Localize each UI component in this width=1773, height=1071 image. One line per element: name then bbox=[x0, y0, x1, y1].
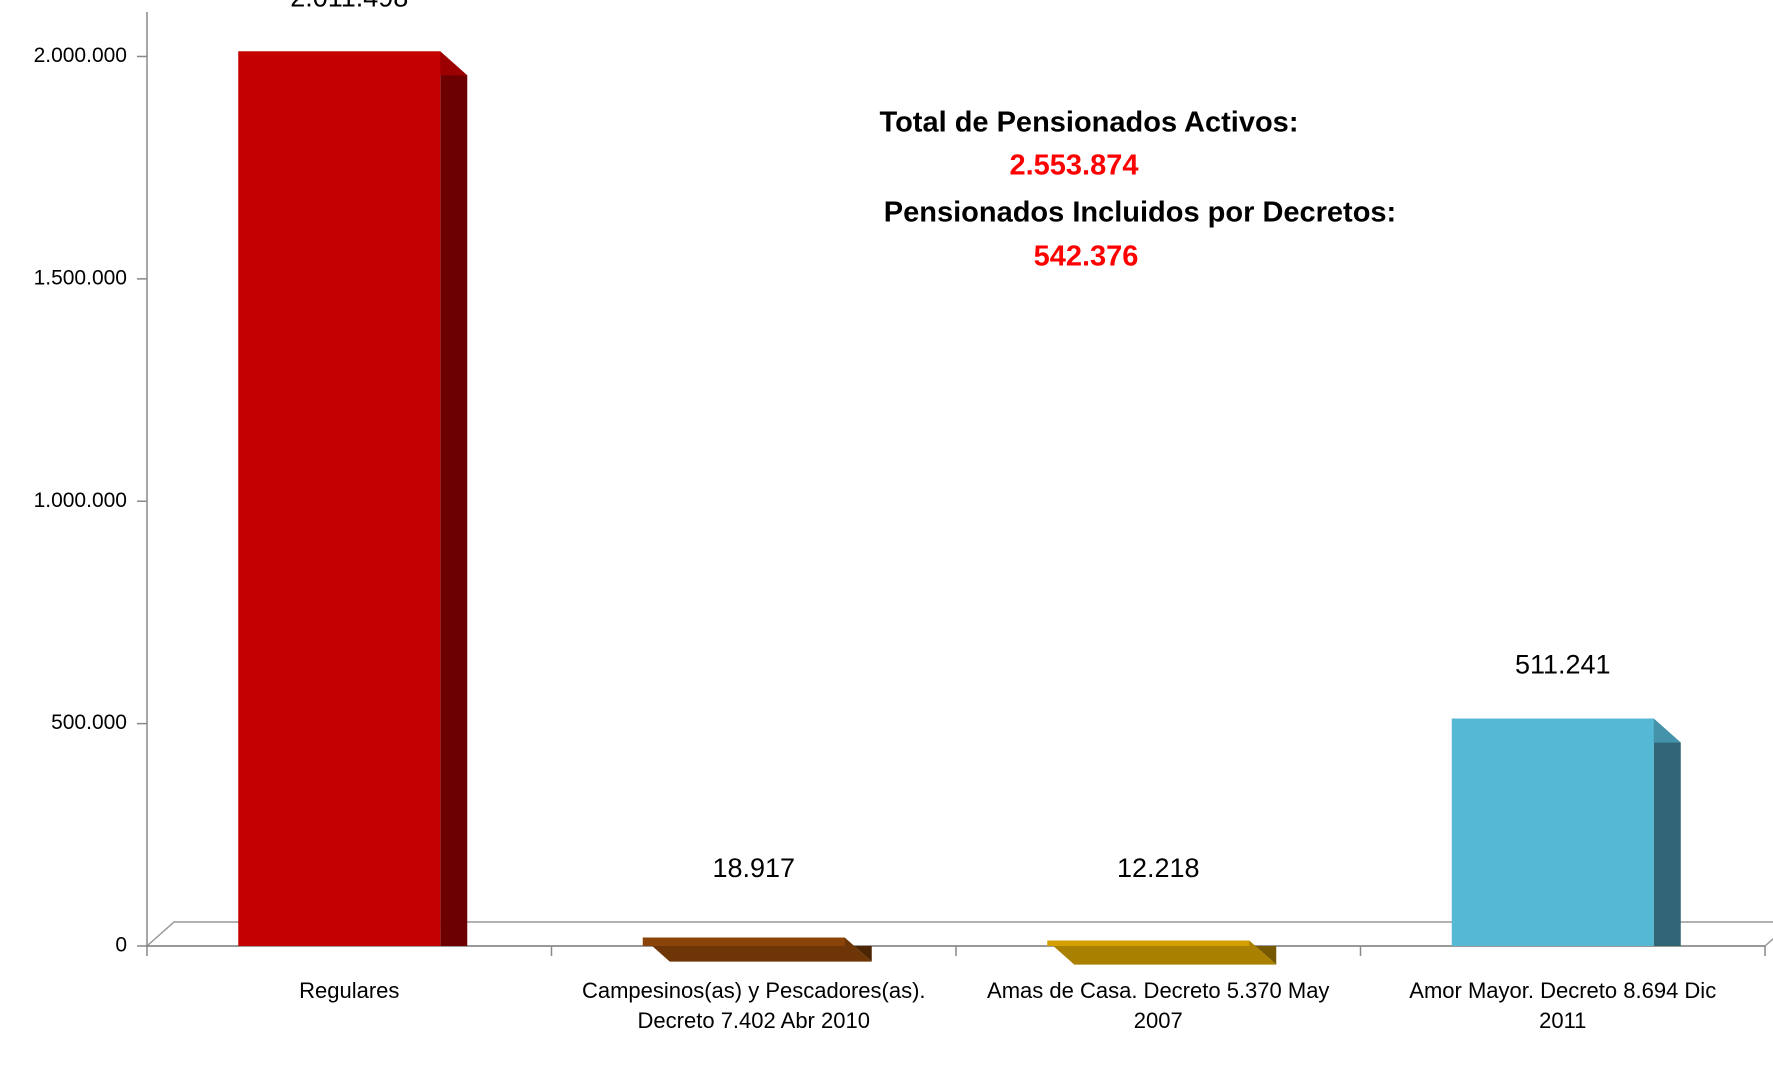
x-tick-label: Amor Mayor. Decreto 8.694 Dic 2011 bbox=[1409, 978, 1717, 1033]
bar bbox=[1047, 940, 1250, 946]
y-tick-label: 0 bbox=[115, 934, 127, 957]
bar bbox=[238, 51, 441, 947]
bar bbox=[1451, 718, 1654, 946]
bar-top bbox=[1047, 940, 1277, 965]
x-tick-label: Amas de Casa. Decreto 5.370 May 2007 bbox=[987, 978, 1330, 1033]
y-tick-label: 2.000.000 bbox=[34, 44, 127, 67]
annotation: 542.376 bbox=[1034, 241, 1139, 273]
x-tick-label: Campesinos(as) y Pescadores(as). Decreto… bbox=[581, 978, 926, 1033]
y-tick-label: 1.500.000 bbox=[34, 266, 127, 289]
annotation: Pensionados Incluidos por Decretos: bbox=[884, 197, 1396, 229]
value-label: 12.218 bbox=[1117, 853, 1200, 883]
y-tick-label: 500.000 bbox=[51, 711, 127, 734]
annotation: Total de Pensionados Activos: bbox=[880, 107, 1299, 139]
value-label: 18.917 bbox=[712, 853, 795, 883]
bar-side bbox=[440, 51, 468, 947]
value-label: 2.011.498 bbox=[290, 0, 408, 12]
bar-side bbox=[1653, 718, 1681, 946]
x-tick-label: Regulares bbox=[299, 978, 400, 1003]
bar bbox=[642, 937, 845, 946]
annotation: 2.553.874 bbox=[1009, 150, 1138, 182]
value-label: 511.241 bbox=[1515, 650, 1611, 680]
y-tick-label: 1.000.000 bbox=[34, 489, 127, 512]
